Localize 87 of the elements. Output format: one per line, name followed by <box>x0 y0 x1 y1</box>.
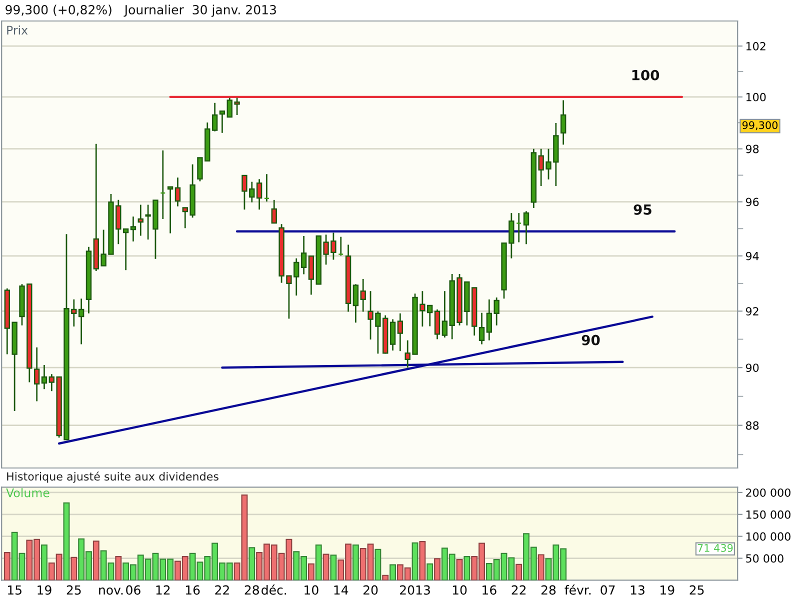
candlestick <box>478 312 485 345</box>
candlestick <box>174 176 181 208</box>
x-tick-label: 19 <box>660 585 674 595</box>
bar <box>70 556 78 580</box>
y-tick-label: 102 <box>746 42 766 50</box>
bar <box>538 554 544 580</box>
bar <box>322 554 330 580</box>
x-tick-label: nov. <box>99 588 123 595</box>
bar <box>92 540 100 580</box>
candlestick <box>360 278 366 312</box>
candlestick <box>271 199 277 224</box>
candlestick <box>212 102 218 132</box>
y-tick-label: 150 000 <box>746 510 790 519</box>
x-tick-label: 2013 <box>400 585 430 595</box>
bar <box>352 544 359 580</box>
series-label: 90 <box>582 334 600 346</box>
candlestick <box>397 312 404 352</box>
bar <box>308 563 314 580</box>
x-tick-label: 10 <box>304 585 318 595</box>
bar <box>434 558 440 580</box>
bar <box>412 542 418 580</box>
bar <box>390 564 396 580</box>
y-axis-title: Prix <box>7 25 28 34</box>
y-tick-label: 98 <box>746 144 759 154</box>
x-tick-label: 28 <box>541 585 556 595</box>
candlestick <box>219 110 226 134</box>
bar <box>4 552 10 580</box>
candlestick <box>300 235 307 275</box>
x-tick-label: 13 <box>630 585 644 595</box>
bar <box>516 564 522 580</box>
candlestick <box>138 204 144 236</box>
candlestick <box>122 228 129 271</box>
y-tick-label: 90 <box>746 364 759 372</box>
candlestick <box>390 318 396 352</box>
x-tick-label: 06 <box>126 585 140 595</box>
y-tick-label: 100 <box>746 92 766 102</box>
x-tick-label: 25 <box>66 585 81 595</box>
y-tick-label: 92 <box>746 307 758 316</box>
x-tick-label: déc. <box>262 584 286 595</box>
x-tick-label: 20 <box>363 585 378 595</box>
y-axis-title: Volume <box>6 488 50 498</box>
x-tick-label: 12 <box>156 585 170 595</box>
y-tick-label: 100 000 <box>746 532 790 541</box>
bar <box>315 544 322 580</box>
y-tick-label: 50 000 <box>746 554 784 563</box>
annotation: 71 439 <box>698 544 733 552</box>
candlestick <box>523 210 530 245</box>
bar <box>115 556 122 580</box>
candlestick <box>352 283 359 324</box>
series-label: 100 <box>632 70 660 80</box>
bar <box>456 559 463 580</box>
bar <box>464 556 470 580</box>
bar <box>382 574 389 580</box>
bar <box>41 544 48 580</box>
candlestick <box>434 308 440 340</box>
bar <box>426 563 434 580</box>
candlestick <box>41 364 48 390</box>
x-tick-label: 14 <box>334 585 348 595</box>
x-tick-label: 25 <box>690 585 704 595</box>
bar <box>248 547 256 580</box>
bar <box>330 554 337 580</box>
candlestick <box>560 100 566 146</box>
x-tick-label: 28 <box>244 585 259 595</box>
x-tick-label: 19 <box>38 585 52 595</box>
candlestick <box>308 255 314 296</box>
y-tick-label: 88 <box>746 421 759 430</box>
candlestick <box>130 216 136 242</box>
x-tick-label: févr. <box>564 584 591 595</box>
y-tick-label: 94 <box>746 252 759 260</box>
text: 99,300 <box>742 121 778 130</box>
x-tick-label: 16 <box>186 585 200 595</box>
x-tick-label: 15 <box>8 585 22 595</box>
text: Historique ajusté suite aux dividendes <box>7 472 218 483</box>
series-label: 95 <box>634 204 652 215</box>
candlestick <box>256 178 262 210</box>
y-tick-label: 96 <box>746 198 759 206</box>
x-tick-label: 16 <box>482 585 496 595</box>
chart-title: 99,300 (+0,82%) Journalier 30 janv. 2013 <box>6 4 276 17</box>
x-tick-label: 10 <box>452 585 467 595</box>
x-tick-label: 22 <box>215 585 229 595</box>
y-tick-label: 200 000 <box>746 488 790 497</box>
bar <box>63 502 70 580</box>
candlestick <box>167 186 174 234</box>
x-tick-label: 07 <box>600 585 615 595</box>
bar <box>419 541 426 580</box>
x-tick-label: 22 <box>512 585 526 595</box>
bar <box>374 548 382 580</box>
